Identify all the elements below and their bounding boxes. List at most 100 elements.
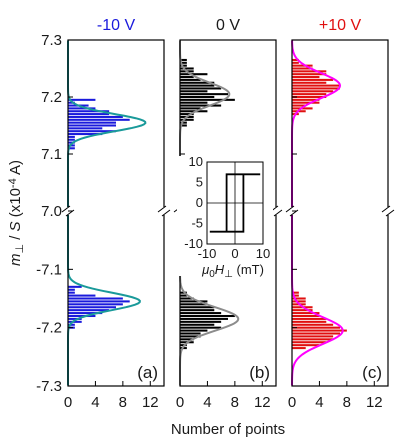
- panel-title: +10 V: [319, 17, 362, 34]
- histogram-bar: [180, 338, 194, 341]
- x-tick-label: 12: [254, 394, 271, 411]
- histogram-bar: [292, 309, 313, 312]
- histogram-bar: [180, 118, 194, 121]
- histogram-bar: [180, 303, 208, 306]
- histogram-bar: [68, 127, 103, 130]
- panel-title: 0 V: [216, 17, 240, 34]
- y-tick-label: 7.1: [41, 146, 62, 163]
- histogram-bar: [68, 118, 130, 121]
- x-axis-label: Number of points: [171, 421, 285, 438]
- histogram-bar: [68, 130, 116, 133]
- histogram-bar: [180, 300, 208, 303]
- histogram-bar: [180, 76, 194, 79]
- axis-break-mark: [61, 205, 71, 213]
- histogram-bar: [292, 320, 327, 323]
- histogram-bar: [68, 300, 130, 303]
- histogram-bar: [180, 317, 228, 320]
- histogram-bar: [68, 306, 116, 309]
- histogram-bar: [292, 73, 327, 76]
- histogram-bar: [292, 312, 320, 315]
- y-tick-label: -7.3: [36, 378, 62, 395]
- x-tick-label: 4: [91, 394, 99, 411]
- axis-break-mark: [285, 205, 295, 213]
- histogram-bar: [292, 98, 320, 101]
- histogram-bar: [68, 98, 96, 101]
- histogram-bar: [292, 90, 334, 93]
- histogram-bar: [292, 67, 313, 70]
- inset-y-tick-label: 10: [189, 154, 203, 169]
- histogram-bar: [292, 326, 340, 329]
- text-layer: 0 4 8 12 -10 V (a) 0 4 8 12 0 V (b) 0 4 8 12 +10 V (c) 7.3…: [7, 17, 383, 438]
- histogram-bar: [68, 294, 96, 297]
- histogram-bar: [180, 87, 222, 90]
- x-tick-label: 12: [366, 394, 383, 411]
- histogram-bar: [68, 121, 116, 124]
- histogram-bar: [68, 135, 75, 138]
- histogram-bar: [180, 294, 187, 297]
- histogram-bar: [292, 104, 306, 107]
- frames-layer: [61, 39, 395, 387]
- axis-break-gap: [159, 207, 169, 215]
- histogram-bar: [180, 121, 187, 124]
- y-tick-label: 7.2: [41, 89, 62, 106]
- histogram-bar: [180, 101, 208, 104]
- histogram-bar: [68, 115, 123, 118]
- inset-x-tick-label: 10: [256, 246, 270, 261]
- y-tick-label: -7.2: [36, 320, 62, 337]
- histogram-bar: [292, 297, 306, 300]
- histogram-bar: [68, 312, 103, 315]
- panel-frame: [67, 39, 165, 387]
- histogram-bar: [68, 147, 75, 150]
- histogram-bar: [180, 314, 235, 318]
- histogram-bar: [180, 306, 215, 309]
- x-tick-label: 8: [231, 394, 239, 411]
- inset-x-tick-label: 0: [231, 246, 238, 261]
- histogram-bar: [180, 98, 235, 101]
- histogram-bar: [292, 87, 340, 90]
- x-tick-label: 8: [343, 394, 351, 411]
- axis-break-mark: [385, 209, 395, 217]
- histogram-bar: [180, 107, 201, 110]
- histogram-bar: [68, 133, 103, 136]
- histogram-bar: [292, 95, 327, 99]
- x-tick-label: 0: [288, 394, 296, 411]
- histogram-bar: [180, 64, 187, 67]
- histogram-bar: [180, 309, 215, 312]
- histogram-bar: [292, 344, 320, 347]
- histogram-bar: [180, 78, 201, 81]
- hysteresis-loop: [209, 173, 261, 233]
- x-tick-label: 0: [64, 394, 72, 411]
- histogram-bar: [68, 101, 75, 104]
- histogram-bar: [292, 323, 334, 326]
- axis-break-mark: [157, 205, 167, 213]
- histogram-bar: [292, 338, 334, 341]
- histogram-bar: [180, 95, 215, 99]
- panel-label: (c): [362, 363, 382, 382]
- x-tick-label: 0: [176, 394, 184, 411]
- histogram-bar: [292, 317, 327, 320]
- histogram-bar: [292, 93, 327, 96]
- inset-y-tick-label: -5: [191, 216, 203, 231]
- histogram-bar: [180, 124, 187, 127]
- histogram-bar: [68, 291, 75, 294]
- histogram-bar: [180, 104, 222, 107]
- axis-break-mark: [161, 209, 171, 217]
- histogram-bar: [292, 335, 334, 338]
- histogram-bar: [180, 61, 187, 64]
- histogram-bar: [180, 110, 208, 113]
- histogram-bar: [68, 288, 75, 291]
- histogram-bar: [68, 110, 110, 113]
- histogram-bar: [68, 309, 110, 312]
- histogram-bar: [180, 320, 222, 323]
- inset-x-axis-label: μ0H⊥ (mT): [201, 262, 264, 280]
- histogram-bar: [292, 81, 327, 84]
- histogram-bar: [292, 101, 320, 104]
- histogram-bar: [292, 294, 299, 297]
- histogram-bar: [180, 90, 208, 93]
- x-tick-label: 4: [315, 394, 323, 411]
- histogram-bar: [180, 81, 215, 84]
- histogram-bar: [292, 78, 334, 81]
- panel-title: -10 V: [97, 17, 136, 34]
